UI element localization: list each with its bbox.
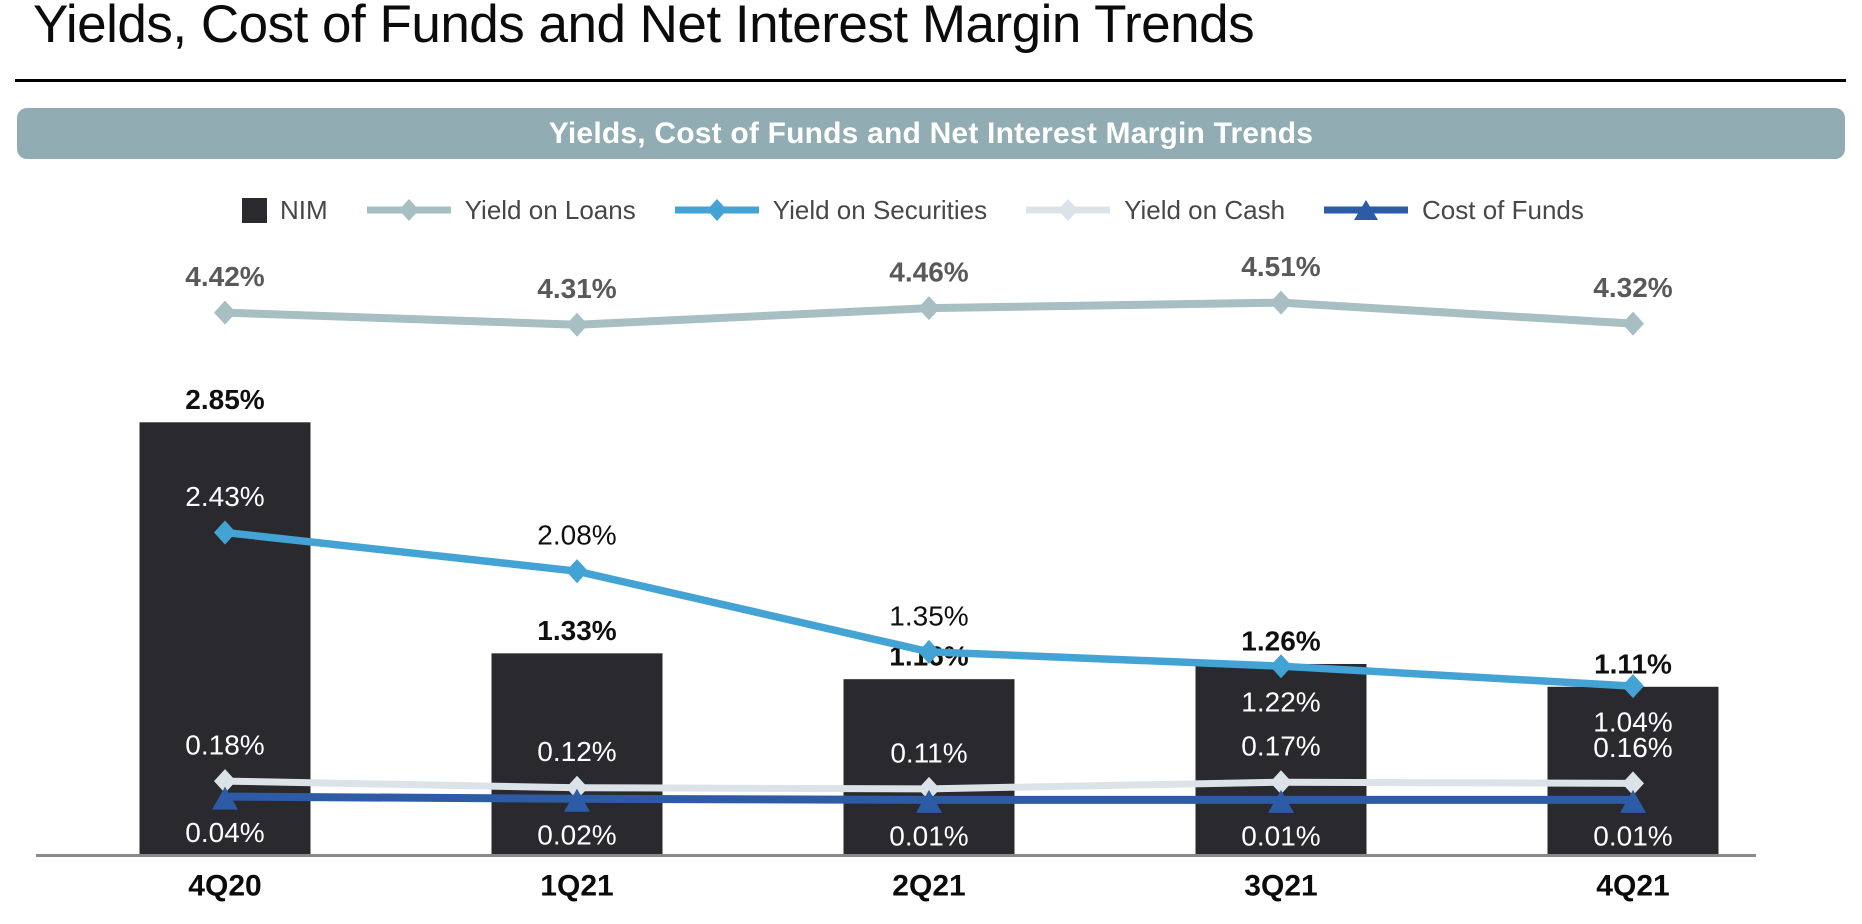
legend-label: Yield on Securities — [772, 194, 988, 225]
cost-of-funds-marker-icon — [212, 786, 238, 810]
legend-item-yield-on-loans: Yield on Loans — [366, 195, 636, 226]
yield-on-securities-marker-icon — [566, 559, 588, 584]
yield-on-loans-marker-icon — [214, 300, 236, 325]
yield-on-cash-marker-icon — [214, 769, 236, 794]
cost-of-funds-label: 0.02% — [537, 819, 616, 850]
nim-bar-label: 1.33% — [537, 615, 616, 646]
cost-of-funds-label: 0.01% — [1593, 820, 1672, 851]
yield-on-securities-marker-icon — [214, 520, 236, 545]
yield-on-loans-label: 4.32% — [1593, 272, 1672, 303]
yield-on-cash-label: 0.17% — [1241, 731, 1320, 762]
yield-on-securities-label: 1.04% — [1593, 707, 1672, 738]
yield-on-cash-label: 0.16% — [1593, 732, 1672, 763]
yield-on-securities-marker-icon — [1270, 654, 1292, 679]
yield-on-cash-marker-icon — [1622, 771, 1644, 796]
legend-item-yield-on-cash: Yield on Cash — [1025, 195, 1285, 226]
cost-of-funds-marker-icon — [1620, 789, 1646, 813]
yield-on-loans-label: 4.51% — [1241, 251, 1320, 282]
legend-label: Yield on Loans — [464, 194, 636, 225]
legend-label: Cost of Funds — [1422, 194, 1584, 225]
nim-bar — [843, 679, 1015, 856]
chart-legend: NIM Yield on Loans Yield on Securities Yiel… — [242, 193, 1584, 227]
nim-bar-label: 1.11% — [1594, 648, 1672, 679]
chart-banner: Yields, Cost of Funds and Net Interest M… — [17, 108, 1845, 159]
page-title: Yields, Cost of Funds and Net Interest M… — [33, 0, 1255, 54]
x-axis-label: 4Q21 — [1596, 870, 1669, 903]
nim-bar-label: 1.26% — [1241, 625, 1320, 656]
yield-on-securities-label: 1.35% — [889, 600, 968, 631]
x-axis-label: 4Q20 — [188, 870, 261, 903]
nim-bar — [491, 653, 663, 856]
cost-of-funds-marker-icon — [916, 789, 942, 813]
nim-bar — [1547, 686, 1719, 856]
chart-banner-title: Yields, Cost of Funds and Net Interest M… — [548, 116, 1314, 150]
yield-on-loans-marker-icon — [918, 296, 940, 321]
yield-on-cash-swatch-icon — [1026, 199, 1111, 221]
yield-on-securities-marker-icon — [1622, 674, 1644, 699]
yield-on-loans-label: 4.31% — [537, 273, 616, 304]
yield-on-cash-marker-icon — [918, 776, 940, 801]
cost-of-funds-label: 0.04% — [185, 817, 264, 848]
yield-on-cash-marker-icon — [1270, 770, 1292, 795]
yield-on-securities-swatch-icon — [674, 199, 759, 221]
legend-item-cost-of-funds: Cost of Funds — [1323, 195, 1584, 226]
yield-on-loans-marker-icon — [566, 312, 588, 337]
yield-on-loans-label: 4.46% — [889, 257, 968, 288]
x-axis-label: 3Q21 — [1244, 870, 1317, 903]
x-axis-label: 1Q21 — [540, 870, 613, 903]
yield-on-cash-label: 0.12% — [537, 736, 616, 767]
nim-bar — [1195, 663, 1367, 856]
legend-label: NIM — [280, 194, 328, 225]
yield-on-securities-marker-icon — [918, 639, 940, 664]
yield-on-loans-marker-icon — [1270, 290, 1292, 315]
cost-of-funds-marker-icon — [564, 788, 590, 812]
yield-on-securities-label: 2.08% — [537, 520, 616, 551]
cost-of-funds-marker-icon — [1268, 789, 1294, 813]
x-axis-label: 2Q21 — [892, 870, 965, 903]
title-divider — [15, 79, 1846, 82]
yield-on-loans-swatch-icon — [366, 199, 451, 221]
legend-item-yield-on-securities: Yield on Securities — [674, 195, 987, 226]
yield-on-cash-label: 0.11% — [890, 737, 967, 768]
cost-of-funds-label: 0.01% — [1241, 820, 1320, 851]
yield-on-loans-label: 4.42% — [185, 261, 264, 292]
cost-of-funds-label: 0.01% — [889, 820, 968, 851]
yield-on-securities-label: 1.22% — [1241, 687, 1320, 718]
yield-on-securities-label: 2.43% — [185, 481, 264, 512]
nim-swatch-icon — [242, 197, 267, 223]
cost-of-funds-swatch-icon — [1324, 200, 1409, 220]
yield-on-cash-marker-icon — [566, 775, 588, 800]
yield-on-cash-label: 0.18% — [185, 730, 264, 761]
yield-on-loans-marker-icon — [1622, 311, 1644, 336]
legend-item-nim: NIM — [242, 195, 328, 226]
legend-label: Yield on Cash — [1124, 194, 1286, 225]
nim-bar-label: 2.85% — [185, 384, 264, 415]
